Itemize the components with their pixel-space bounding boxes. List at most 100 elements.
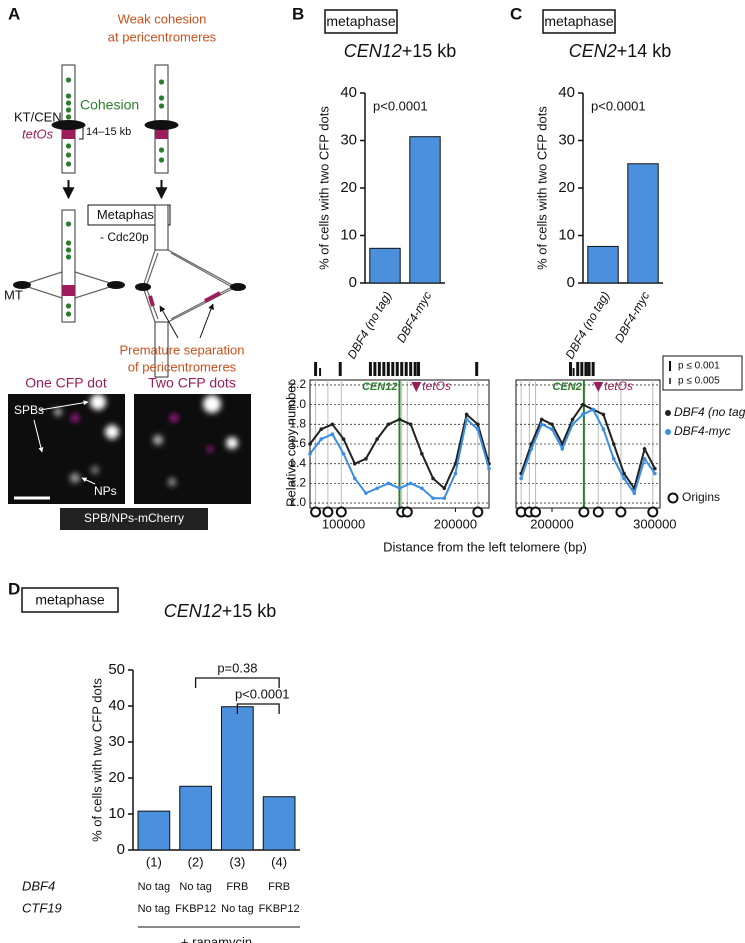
y-tick-label: 50 — [108, 661, 125, 678]
table-cell: FKBP12 — [175, 903, 216, 915]
bracket — [194, 677, 280, 688]
origin-marker — [530, 506, 542, 518]
data-point — [453, 471, 458, 476]
y-tick-label: 1.0 — [289, 495, 306, 509]
label: Metaphase — [97, 207, 161, 222]
data-point — [622, 471, 626, 476]
legend-box — [662, 355, 743, 391]
annotation: p<0.0001 — [591, 98, 646, 113]
label-box — [87, 204, 171, 226]
chart-title: CEN12+15 kb — [344, 41, 457, 61]
teto-array — [155, 129, 168, 139]
data-point — [539, 422, 544, 427]
annotation: p<0.0001 — [373, 98, 428, 113]
x-tick-label: DBF4-myc — [612, 289, 652, 345]
legend-label: DBF4 (no tag) — [674, 405, 745, 419]
bar — [221, 706, 254, 851]
note: Weak cohesion — [118, 11, 207, 26]
bar — [627, 163, 659, 284]
y-tick-label: 10 — [340, 226, 357, 243]
annotation: p=0.38 — [217, 660, 257, 675]
data-point — [341, 437, 346, 441]
y-tick-label: 10 — [108, 805, 125, 822]
teto-array — [148, 295, 155, 307]
panel-letter: C — [510, 4, 522, 23]
label: SPBs — [14, 403, 44, 417]
data-point — [364, 491, 368, 496]
data-point — [464, 412, 469, 417]
data-point — [386, 481, 391, 486]
label-box — [542, 9, 616, 34]
data-point — [341, 452, 346, 456]
y-tick-label: 40 — [340, 84, 357, 101]
data-point — [601, 427, 606, 432]
label: MT — [4, 287, 23, 302]
bar — [587, 245, 619, 284]
footnote: + rapamycin — [181, 934, 252, 943]
kinetochore — [51, 120, 86, 130]
y-tick-label: 1.4 — [289, 456, 306, 470]
x-tick-label: 200000 — [434, 516, 477, 531]
x-axis-label: Distance from the left telomere (bp) — [383, 539, 587, 554]
data-point — [611, 442, 616, 446]
origin-marker — [322, 506, 334, 518]
x-tick-label: 200000 — [530, 516, 573, 531]
data-point — [476, 427, 480, 432]
arrow — [199, 303, 214, 339]
y-tick-label: 20 — [340, 179, 357, 196]
data-point — [581, 402, 585, 407]
spindle-pole — [135, 283, 151, 291]
y-axis-label: % of cells with two CFP dots — [89, 678, 104, 842]
table-cell: FRB — [268, 881, 290, 893]
title-gene: CEN12 — [344, 41, 402, 61]
chromosome — [154, 204, 169, 251]
origin-marker — [335, 506, 347, 518]
label: Premature separation — [119, 342, 244, 357]
data-point — [529, 447, 534, 451]
tetos-label: tetOs — [604, 379, 633, 393]
x-tick-label: 300000 — [633, 516, 676, 531]
y-tick-label: 20 — [558, 179, 575, 196]
y-tick-label: 20 — [108, 769, 125, 786]
tetos-marker — [411, 382, 422, 392]
arrow — [159, 305, 179, 339]
spindle-pole — [13, 281, 31, 289]
micrograph — [134, 394, 251, 504]
label: SPB/NPs-mCherry — [84, 511, 184, 525]
data-point — [442, 496, 447, 500]
label-box — [324, 9, 398, 34]
label: - Cdc20p — [100, 230, 149, 244]
legend-swatch — [665, 429, 671, 435]
legend-swatch — [665, 410, 671, 416]
spindle-pole — [230, 283, 246, 291]
annotation: p<0.0001 — [235, 686, 290, 701]
y-tick-label: 40 — [558, 84, 575, 101]
data-point — [308, 452, 312, 456]
y-tick-label: 10 — [558, 226, 575, 243]
y-tick-label: 0 — [117, 841, 125, 858]
origin-marker — [647, 506, 659, 518]
data-point — [653, 466, 657, 471]
data-point — [632, 491, 637, 496]
series-line — [520, 403, 656, 491]
data-point — [375, 486, 379, 491]
y-tick-label: 0 — [567, 274, 575, 291]
data-point — [319, 437, 323, 441]
micrograph — [8, 394, 125, 504]
kinetochore — [144, 120, 179, 130]
data-point — [330, 422, 335, 427]
table-cell: No tag — [138, 903, 170, 915]
teto-array — [62, 129, 75, 139]
y-tick-label: 1.2 — [289, 476, 306, 490]
x-tick-label: DBF4 (no tag) — [563, 289, 613, 361]
image-title: One CFP dot — [25, 375, 107, 391]
y-tick-label: 1.6 — [289, 436, 306, 450]
data-point — [519, 476, 523, 481]
data-point — [550, 422, 554, 427]
panel-header: metaphase — [544, 13, 613, 29]
data-point — [375, 437, 379, 441]
data-point — [550, 427, 554, 432]
data-point — [386, 422, 391, 427]
data-point — [487, 466, 491, 471]
